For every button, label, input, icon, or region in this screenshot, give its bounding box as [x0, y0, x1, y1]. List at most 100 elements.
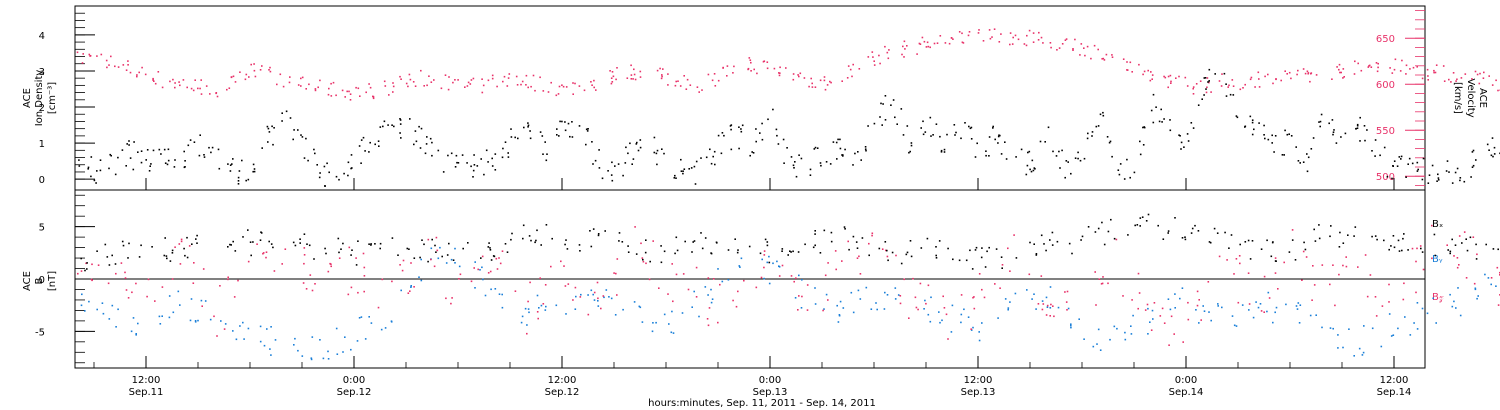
- data-point: [881, 248, 884, 250]
- bottom-ylabel-line3: [nT]: [47, 271, 58, 291]
- data-point: [111, 304, 114, 307]
- data-point: [1045, 296, 1048, 299]
- data-point: [798, 274, 800, 277]
- data-point: [935, 123, 938, 125]
- data-point: [439, 246, 441, 249]
- data-point: [972, 326, 974, 329]
- data-point: [1416, 302, 1419, 304]
- data-point: [80, 270, 83, 272]
- data-point: [1129, 61, 1132, 64]
- data-point: [314, 152, 316, 155]
- data-point: [1295, 305, 1298, 307]
- data-point: [108, 264, 111, 266]
- data-point: [1231, 315, 1234, 317]
- data-point: [960, 321, 962, 324]
- data-point: [1407, 163, 1409, 165]
- data-point: [1315, 74, 1318, 76]
- data-point: [1405, 64, 1408, 67]
- data-point: [652, 322, 654, 324]
- data-point: [952, 258, 954, 261]
- data-point: [461, 154, 464, 156]
- data-point: [1131, 71, 1133, 73]
- data-point: [1305, 256, 1308, 258]
- data-point: [135, 282, 137, 285]
- data-point: [590, 245, 593, 248]
- data-point: [905, 253, 908, 256]
- data-point: [536, 294, 539, 297]
- data-point: [1267, 138, 1270, 141]
- data-point: [529, 281, 531, 284]
- data-point: [431, 154, 433, 157]
- data-point: [1437, 179, 1440, 181]
- data-point: [250, 254, 252, 257]
- data-point: [1070, 326, 1072, 329]
- data-point: [187, 144, 190, 147]
- data-point: [130, 330, 133, 333]
- data-point: [494, 153, 497, 155]
- data-point: [1174, 293, 1176, 295]
- data-point: [261, 65, 263, 67]
- data-point: [679, 85, 682, 87]
- data-point: [344, 336, 346, 338]
- data-point: [332, 81, 335, 84]
- top-right-tick-label: 600: [1376, 80, 1395, 91]
- data-point: [698, 91, 700, 93]
- data-point: [273, 270, 276, 272]
- data-point: [327, 93, 330, 96]
- data-point: [1479, 72, 1481, 75]
- data-point: [873, 122, 876, 125]
- data-point: [1167, 232, 1169, 234]
- data-point: [1307, 156, 1310, 159]
- data-point: [100, 53, 103, 56]
- data-point: [378, 145, 380, 147]
- data-point: [303, 247, 306, 249]
- data-point: [76, 51, 79, 54]
- data-point: [381, 278, 384, 281]
- data-point: [1335, 142, 1338, 144]
- data-point: [839, 138, 841, 141]
- data-point: [663, 313, 666, 316]
- data-point: [1466, 249, 1469, 252]
- data-point: [1239, 262, 1241, 265]
- data-point: [1146, 303, 1149, 306]
- data-point: [1286, 73, 1288, 75]
- data-point: [1363, 125, 1366, 127]
- data-point: [1263, 275, 1266, 278]
- data-point: [125, 165, 127, 167]
- data-point: [335, 175, 338, 178]
- data-point: [1393, 68, 1396, 71]
- data-point: [719, 283, 721, 286]
- data-point: [146, 149, 149, 151]
- data-point: [1124, 331, 1126, 334]
- data-point: [199, 87, 201, 90]
- data-point: [1115, 238, 1118, 241]
- data-point: [242, 321, 244, 324]
- data-point: [268, 69, 270, 71]
- data-point: [614, 165, 616, 167]
- data-point: [836, 304, 838, 307]
- data-point: [1014, 292, 1017, 295]
- data-point: [542, 153, 544, 155]
- data-point: [523, 126, 525, 129]
- data-point: [1009, 32, 1012, 34]
- data-point: [431, 141, 433, 144]
- data-point: [1361, 354, 1364, 356]
- data-point: [735, 305, 738, 308]
- data-point: [1139, 217, 1142, 219]
- data-point: [622, 174, 624, 177]
- data-point: [600, 307, 602, 310]
- data-point: [1235, 258, 1238, 260]
- data-point: [151, 246, 153, 248]
- data-point: [128, 140, 130, 142]
- data-point: [205, 85, 208, 87]
- data-point: [855, 241, 858, 243]
- data-point: [327, 270, 330, 273]
- data-point: [814, 287, 816, 289]
- data-point: [1445, 170, 1448, 172]
- data-point: [899, 295, 902, 297]
- data-point: [721, 280, 724, 283]
- data-point: [96, 308, 98, 311]
- data-point: [105, 59, 108, 62]
- data-point: [811, 86, 814, 88]
- data-point: [272, 246, 274, 249]
